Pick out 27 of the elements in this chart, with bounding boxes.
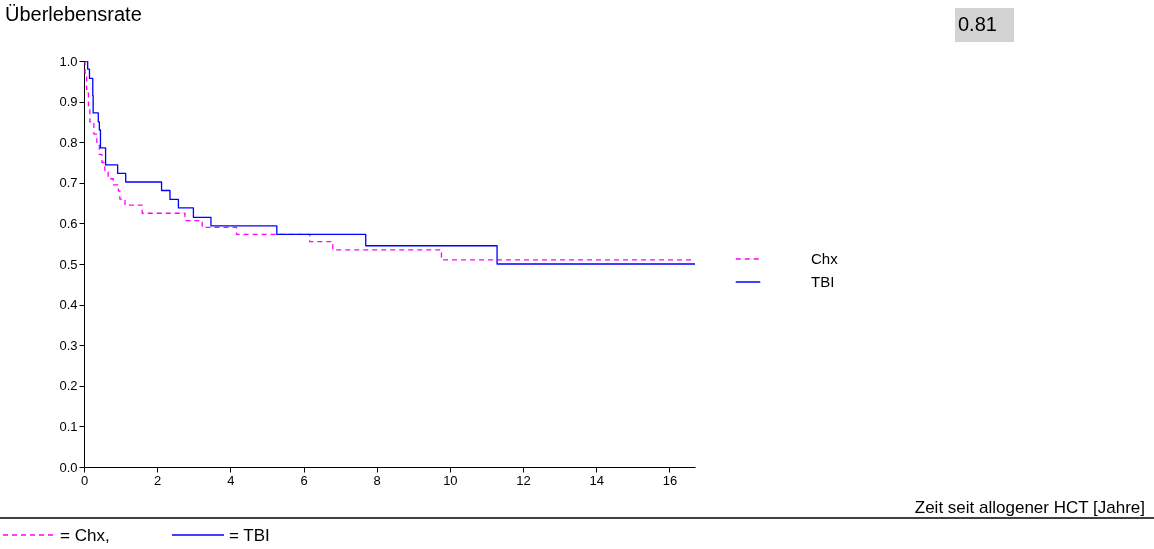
y-tick-label: 0.4 [59,297,78,313]
x-tick-label: 16 [662,472,678,488]
x-tick-label: 10 [443,472,458,488]
chart-title: Überlebensrate [5,3,142,25]
y-tick-label: 0.1 [59,418,78,434]
y-tick-label: 0.6 [59,215,78,231]
x-tick-label: 0 [80,472,89,488]
y-tick-label: 0.0 [59,459,78,475]
x-tick-label: 2 [154,472,162,488]
y-tick-label: 1.0 [59,53,78,69]
y-tick-label: 0.3 [59,337,78,353]
y-tick-label: 0.9 [59,94,78,110]
x-tick-label: 8 [373,472,381,488]
y-tick-label: 0.5 [59,256,78,272]
x-tick-label: 6 [300,472,308,488]
y-tick-label: 0.8 [59,134,78,150]
text: Zeit seit allogener HCT [Jahre] [914,498,1145,517]
text: 0.81 [958,13,997,35]
text: Chx [811,250,839,267]
y-tick-label: 0.7 [59,175,78,191]
text: = Chx, [60,526,110,545]
x-tick-label: 4 [227,472,235,488]
y-tick-label: 0.2 [59,378,78,394]
text: = TBI [229,526,270,545]
x-tick-label: 14 [589,472,604,488]
text: TBI [811,273,835,290]
x-tick-label: 12 [516,472,531,488]
